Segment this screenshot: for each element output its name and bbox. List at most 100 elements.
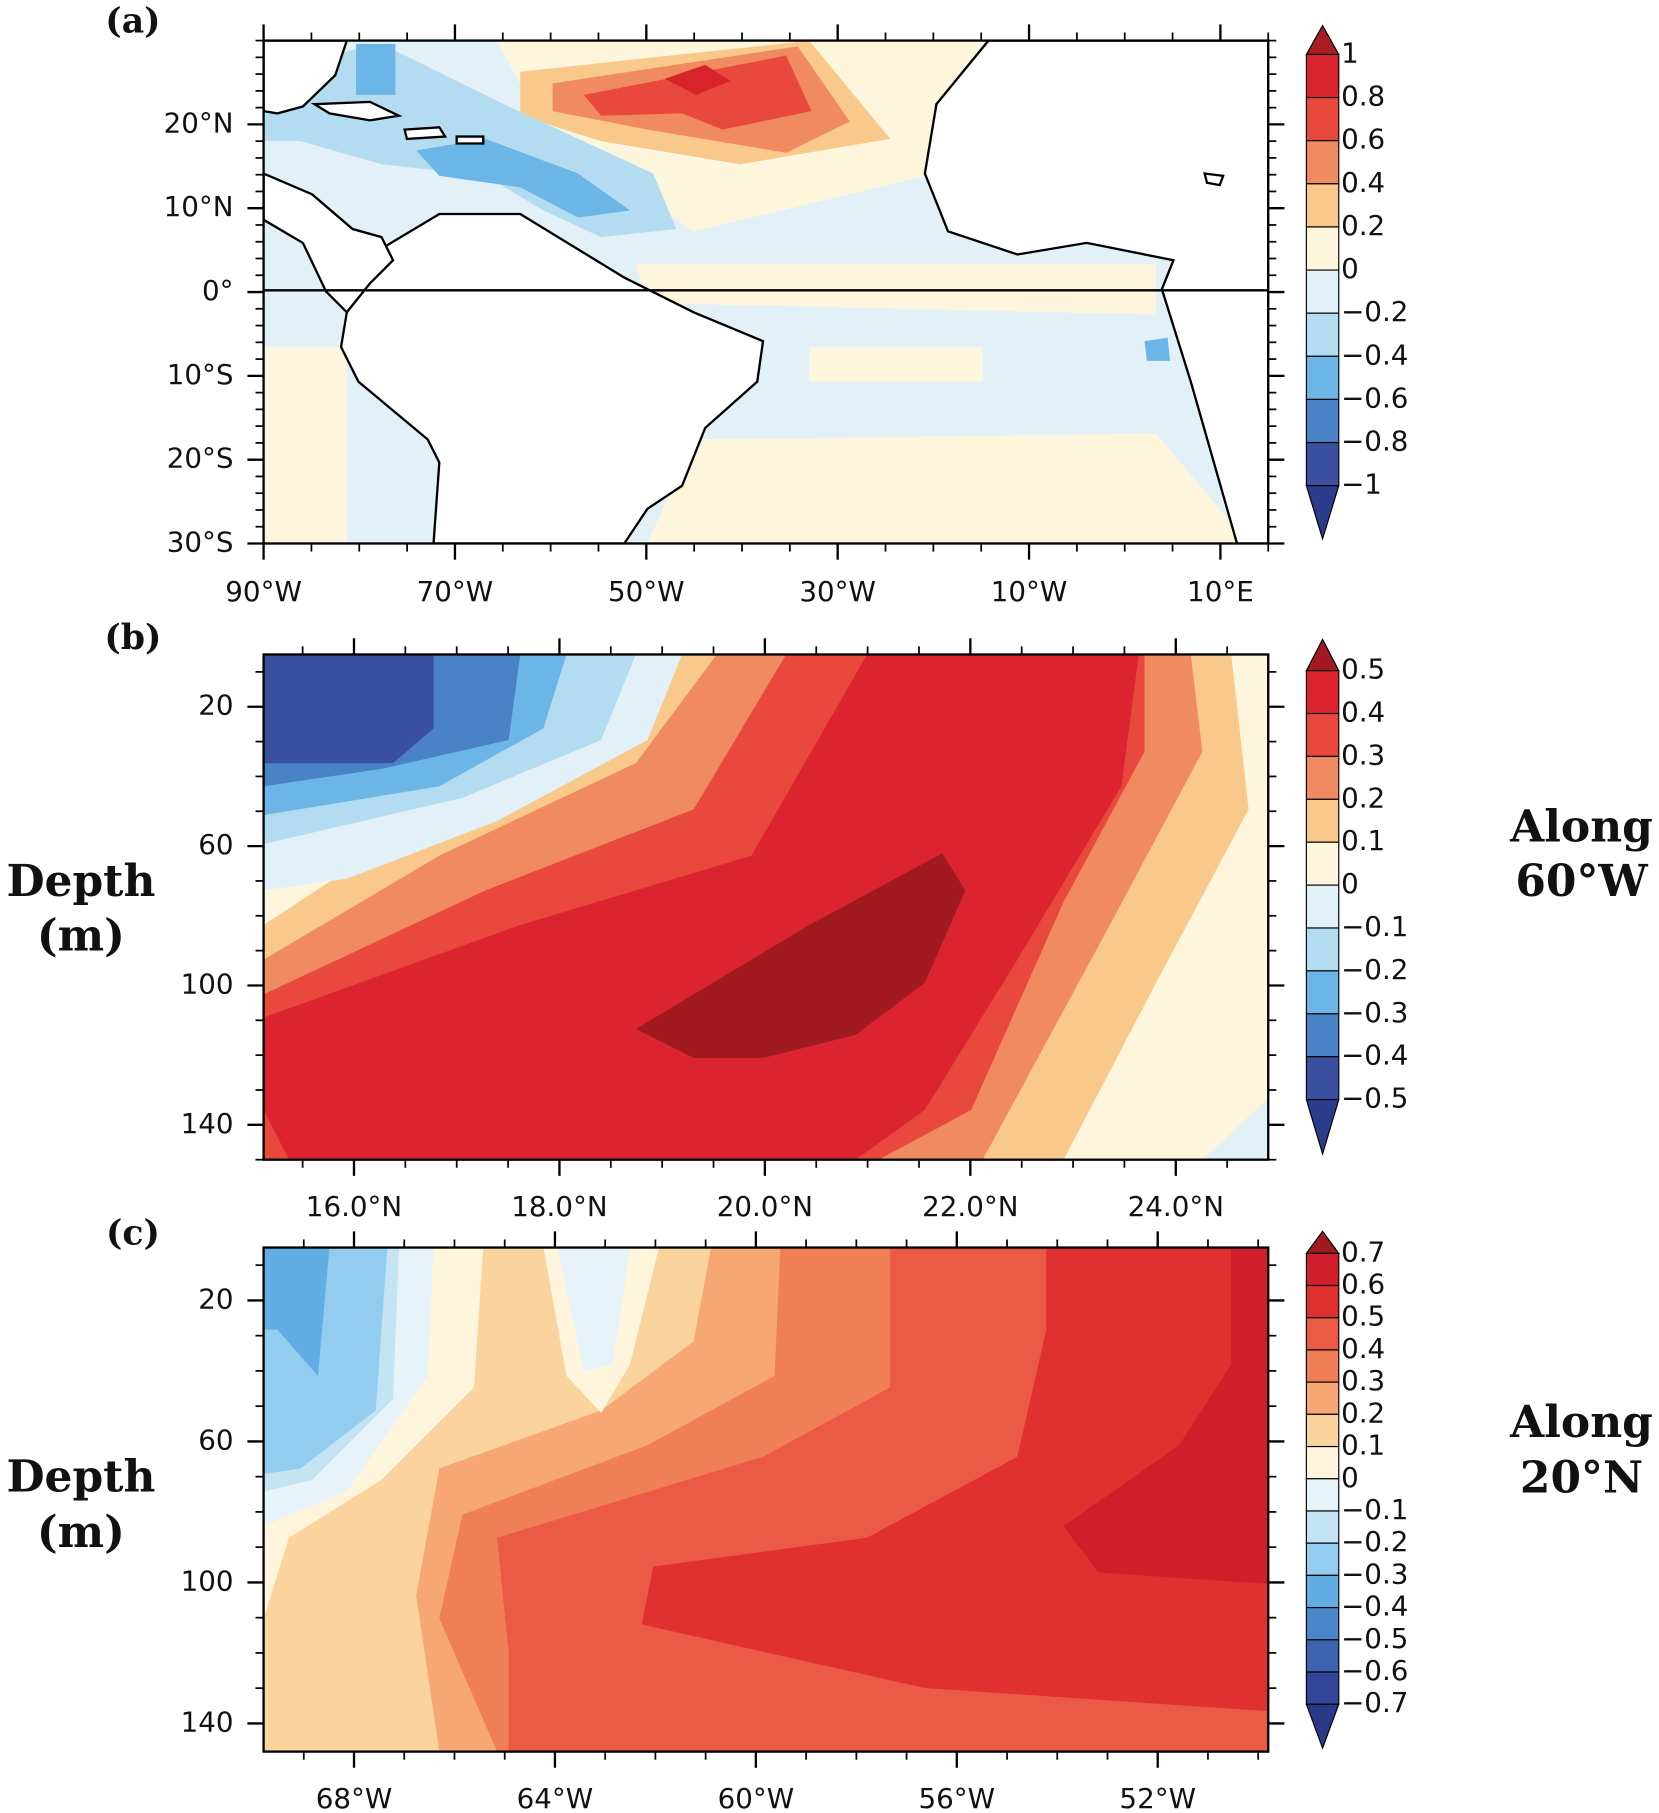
colorbar-label: 0.6 — [1341, 1268, 1385, 1301]
colorbar-bin — [1305, 1413, 1340, 1448]
colorbar-bin — [1305, 269, 1340, 314]
colorbar-label: 0.5 — [1341, 1300, 1385, 1333]
colorbar-label: 0.3 — [1341, 738, 1385, 771]
land — [455, 135, 485, 145]
colorbar-label: 0.5 — [1341, 653, 1385, 686]
colorbar-label: −0.2 — [1341, 295, 1408, 328]
y-tick-label: 140 — [181, 1107, 234, 1140]
colorbar-label: 0.1 — [1341, 824, 1385, 857]
colorbar-label: 0.7 — [1341, 1235, 1385, 1268]
colorbar-label: −0.7 — [1341, 1686, 1408, 1719]
colorbar-bin — [1305, 226, 1340, 271]
colorbar-label: −0.1 — [1341, 910, 1408, 943]
colorbar-label: −0.8 — [1341, 425, 1408, 458]
colorbar-bin — [1305, 355, 1340, 401]
contour-region — [664, 64, 731, 95]
colorbar-bin — [1305, 1478, 1340, 1512]
colorbar-bin — [1305, 1056, 1340, 1101]
colorbar-triangle — [1305, 1703, 1340, 1750]
contour-region — [1063, 1247, 1269, 1584]
colorbar-triangle — [1305, 1098, 1340, 1156]
contour-panel — [263, 1247, 1269, 1752]
x-tick-label: 10°W — [991, 575, 1068, 608]
colorbar-label: 0.6 — [1341, 123, 1385, 156]
colorbar-label: 0.2 — [1341, 781, 1385, 814]
contour-region — [263, 346, 347, 544]
colorbar-bin — [1305, 1639, 1340, 1673]
land — [263, 172, 395, 314]
colorbar-label: −0.4 — [1341, 1590, 1408, 1623]
colorbar-bin — [1305, 1381, 1340, 1415]
colorbar-bin — [1305, 1013, 1340, 1058]
land — [403, 126, 448, 141]
colorbar-triangle — [1305, 24, 1340, 56]
y-tick-label: 20°N — [164, 106, 234, 139]
contour-region — [557, 1247, 631, 1372]
colorbar-label: 0.2 — [1341, 1396, 1385, 1429]
x-tick-label: 50°W — [608, 575, 685, 608]
y-tick-label: 100 — [181, 967, 234, 1000]
colorbar-bin — [1305, 183, 1340, 228]
section-label: Along — [1509, 1397, 1653, 1448]
y-tick-label: 20 — [198, 689, 233, 722]
x-tick-label: 16.0°N — [306, 1190, 402, 1223]
colorbar-bin — [1305, 1317, 1340, 1351]
colorbar-bin — [1305, 140, 1340, 185]
y-tick-label: 10°S — [167, 358, 234, 391]
colorbar-bin — [1305, 312, 1340, 357]
panel-label: (b) — [104, 617, 161, 658]
y-tick-label: 60 — [198, 828, 233, 861]
colorbar-label: 0.4 — [1341, 1332, 1385, 1365]
contour-region — [641, 1247, 1269, 1712]
y-tick-label: 20°S — [167, 442, 234, 475]
colorbar-bin — [1305, 712, 1340, 758]
colorbar-bin — [1305, 441, 1340, 487]
plot-frame — [262, 1246, 1270, 1753]
colorbar-bin — [1305, 398, 1340, 444]
panel-label: (c) — [106, 1212, 160, 1253]
colorbar-bin — [1305, 670, 1340, 715]
colorbar-label: 0.4 — [1341, 696, 1385, 729]
y-axis-label: Depth — [6, 1451, 155, 1502]
y-tick-label: 140 — [181, 1705, 234, 1738]
contour-region — [263, 654, 1139, 1160]
colorbar-label: −0.5 — [1341, 1082, 1408, 1115]
contour-panel — [263, 40, 1269, 544]
colorbar-bin — [1305, 1607, 1340, 1641]
colorbar-label: 0 — [1341, 252, 1359, 285]
colorbar-label: 0.2 — [1341, 209, 1385, 242]
colorbar-bin — [1305, 1284, 1340, 1319]
x-tick-label: 24.0°N — [1128, 1190, 1224, 1223]
x-tick-label: 70°W — [417, 575, 494, 608]
contour-region — [356, 44, 396, 95]
x-tick-label: 90°W — [225, 575, 302, 608]
contour-region — [1202, 1098, 1269, 1160]
colorbar-bin — [1305, 755, 1340, 800]
contour-region — [263, 654, 434, 764]
colorbar-label: −0.6 — [1341, 1654, 1408, 1687]
colorbar-bin — [1305, 1252, 1340, 1287]
y-axis-label: Depth — [6, 856, 155, 907]
y-tick-label: 20 — [198, 1282, 233, 1315]
colorbar-label: 0 — [1341, 867, 1359, 900]
contour-region — [635, 853, 966, 1058]
y-axis-label: (m) — [37, 1507, 125, 1558]
contour-region — [263, 1247, 330, 1376]
colorbar-label: 0.1 — [1341, 1429, 1385, 1462]
colorbar-label: −0.4 — [1341, 338, 1408, 371]
x-tick-label: 18.0°N — [511, 1190, 607, 1223]
y-tick-label: 0° — [202, 274, 234, 307]
colorbar-bin — [1305, 97, 1340, 142]
colorbar-label: 0.4 — [1341, 166, 1385, 199]
colorbar-triangle — [1305, 485, 1340, 541]
x-tick-label: 22.0°N — [922, 1190, 1018, 1223]
land — [263, 40, 349, 115]
y-axis-label: (m) — [37, 910, 125, 961]
colorbar-triangle — [1305, 638, 1340, 672]
contour-region — [809, 346, 983, 382]
colorbar-label: −0.2 — [1341, 953, 1408, 986]
contour-region — [416, 138, 631, 218]
colorbar-bin — [1305, 970, 1340, 1015]
colorbar-label: −0.3 — [1341, 996, 1408, 1029]
x-tick-label: 20.0°N — [717, 1190, 813, 1223]
